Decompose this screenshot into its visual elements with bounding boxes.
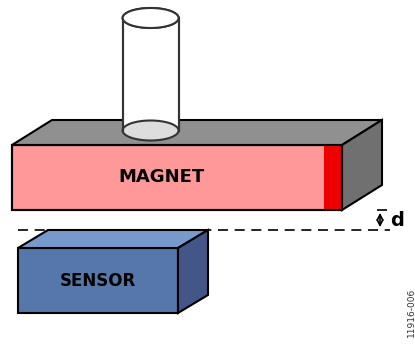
Ellipse shape [122,8,178,28]
Text: d: d [390,211,404,229]
Bar [124,18,178,131]
Polygon shape [342,120,382,210]
Bar [122,18,178,131]
Text: SENSOR: SENSOR [60,272,136,289]
Ellipse shape [122,120,178,141]
Bar [12,145,342,210]
Ellipse shape [122,8,178,28]
Polygon shape [12,120,382,145]
Polygon shape [178,230,208,313]
Bar [12,145,342,210]
Bar [324,145,342,210]
Text: MAGNET: MAGNET [119,169,205,186]
Bar [18,248,178,313]
Text: 11916-006: 11916-006 [407,288,415,337]
Polygon shape [18,230,208,248]
